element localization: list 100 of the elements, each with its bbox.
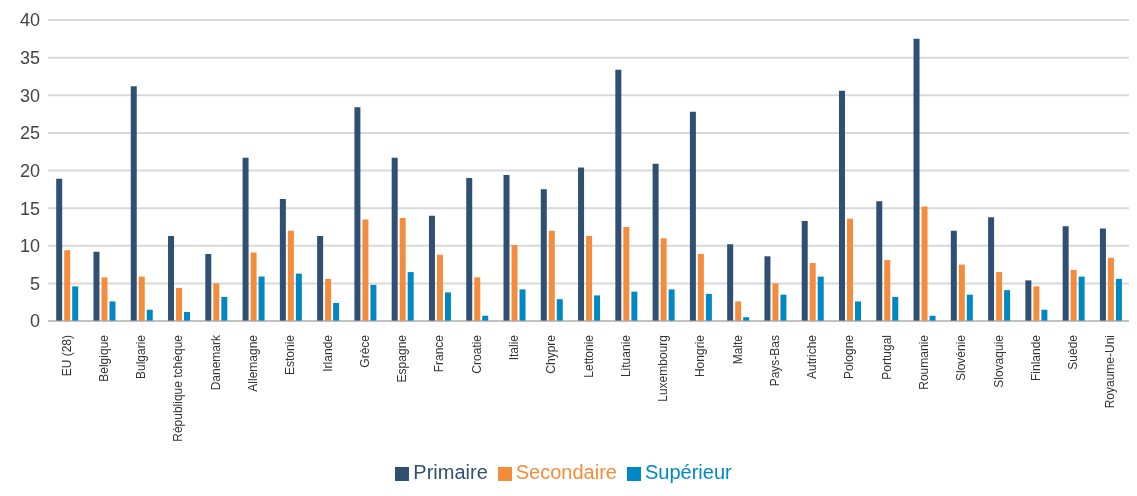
x-tick-label: Estonie — [283, 334, 298, 376]
bar — [1115, 278, 1122, 321]
x-tick-label: Pologne — [842, 334, 857, 380]
bar — [72, 286, 79, 321]
bar — [652, 163, 659, 321]
bar — [399, 217, 406, 321]
x-tick-label: Bulgarie — [134, 334, 149, 380]
bar — [1004, 290, 1011, 321]
x-tick-label: Irlande — [320, 334, 335, 372]
bar — [697, 254, 704, 321]
bar — [519, 289, 526, 321]
bar — [168, 235, 175, 321]
x-tick-label: Malte — [730, 334, 745, 365]
bar — [391, 157, 398, 321]
legend-label: Primaire — [413, 461, 488, 483]
y-tick-label: 5 — [29, 273, 40, 294]
bar — [444, 292, 451, 321]
bar — [370, 284, 377, 321]
y-tick-label: 15 — [19, 198, 40, 219]
bar — [809, 263, 816, 321]
bar — [958, 264, 965, 321]
x-tick-label: Royaume-Uni — [1103, 335, 1118, 409]
bar — [1025, 280, 1032, 321]
x-tick-label: EU (28) — [59, 335, 74, 377]
bar — [540, 189, 547, 321]
bar — [436, 254, 443, 321]
bar — [966, 294, 973, 321]
legend-label: Supérieur — [644, 461, 732, 483]
x-tick-label: Hongrie — [693, 334, 708, 378]
bar — [631, 291, 638, 321]
bar — [511, 245, 518, 321]
x-tick-label: Lituanie — [618, 334, 633, 378]
x-tick-label: Suède — [1066, 334, 1081, 370]
bar — [176, 287, 183, 321]
bar — [362, 219, 369, 321]
bar — [1107, 257, 1114, 321]
bar — [354, 107, 361, 321]
bar — [689, 111, 696, 321]
bar — [130, 86, 137, 321]
x-tick-label: Allemagne — [246, 334, 261, 392]
bar — [56, 178, 63, 321]
bar — [250, 252, 257, 321]
bar — [213, 283, 220, 321]
y-tick-label: 35 — [19, 48, 40, 69]
bar — [474, 277, 481, 321]
bar — [556, 299, 563, 321]
x-tick-label: Italie — [506, 334, 521, 361]
bar — [950, 230, 957, 321]
bar — [295, 273, 302, 321]
bar — [325, 278, 332, 321]
y-tick-label: 10 — [19, 236, 40, 257]
y-tick-label: 30 — [19, 85, 40, 106]
x-tick-label: Pays-Bas — [767, 335, 782, 387]
bar — [1070, 269, 1077, 321]
bar — [93, 251, 100, 321]
bar — [1099, 228, 1106, 321]
x-tick-label: Portugal — [879, 335, 894, 380]
bar — [317, 235, 324, 321]
bar — [466, 178, 473, 321]
x-tick-label: Autriche — [805, 334, 820, 380]
bar — [586, 235, 593, 321]
bar — [205, 254, 212, 321]
bar — [780, 294, 787, 321]
bar — [258, 276, 265, 321]
bar — [801, 220, 808, 321]
bar — [884, 260, 891, 321]
bar — [705, 293, 712, 321]
bar — [615, 69, 622, 321]
x-tick-label: Slovénie — [954, 334, 969, 382]
bar — [996, 272, 1003, 321]
legend-label: Secondaire — [515, 461, 617, 483]
bar — [1033, 286, 1040, 321]
bar — [279, 199, 286, 321]
bar — [548, 230, 555, 321]
x-tick-label: Belgique — [96, 334, 111, 382]
bar — [578, 167, 585, 321]
bar — [503, 175, 510, 321]
bar — [660, 238, 667, 321]
x-tick-label: Lettonie — [581, 334, 596, 378]
bar — [727, 244, 734, 321]
bar — [221, 296, 228, 321]
x-tick-label: Finlande — [1028, 334, 1043, 382]
x-tick-label: Croatie — [469, 334, 484, 374]
bar — [892, 296, 899, 321]
bar — [772, 283, 779, 321]
x-tick-label: Luxembourg — [656, 335, 671, 402]
bar — [101, 277, 108, 321]
bar — [846, 218, 853, 321]
x-tick-label: Roumanie — [916, 334, 931, 390]
y-tick-label: 0 — [29, 311, 40, 332]
bar — [64, 250, 71, 321]
bar — [921, 206, 928, 321]
y-tick-label: 25 — [19, 123, 40, 144]
bar — [333, 302, 340, 321]
bar — [138, 276, 145, 321]
bar — [817, 276, 824, 321]
bar — [854, 301, 861, 321]
x-tick-label: Slovaquie — [991, 334, 1006, 388]
bar — [428, 215, 435, 321]
bar — [287, 230, 294, 321]
